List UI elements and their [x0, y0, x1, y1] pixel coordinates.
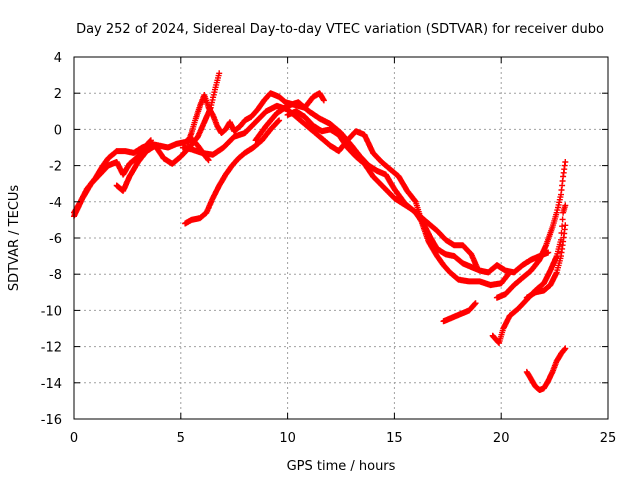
y-tick-label: 2: [54, 87, 62, 102]
y-tick-label: -4: [49, 196, 62, 211]
y-tick-label: -10: [41, 304, 62, 319]
x-tick-label: 10: [279, 431, 296, 446]
series-track-7: [284, 108, 481, 272]
x-tick-label: 0: [70, 431, 78, 446]
y-tick-label: -8: [49, 268, 62, 283]
x-axis-label: GPS time / hours: [287, 459, 396, 474]
plus-markers: [493, 159, 569, 301]
series-track-12: [523, 222, 569, 301]
grid: [74, 57, 608, 419]
data-series: [71, 70, 569, 393]
plus-markers: [523, 222, 569, 301]
y-tick-label: -16: [41, 413, 62, 428]
series-track-13: [523, 345, 569, 393]
series-track-2: [71, 137, 154, 220]
y-tick-label: -12: [41, 341, 62, 356]
y-axis-label: SDTVAR / TECUs: [7, 185, 22, 292]
y-tick-label: 4: [54, 51, 62, 66]
y-tick-label: -14: [41, 377, 62, 392]
chart-title: Day 252 of 2024, Sidereal Day-to-day VTE…: [76, 22, 604, 37]
y-tick-label: 0: [54, 123, 62, 138]
plus-markers: [113, 70, 223, 194]
x-tick-label: 15: [386, 431, 403, 446]
y-tick-label: -2: [49, 160, 62, 175]
y-tick-label: -6: [49, 232, 62, 247]
series-track-9: [440, 300, 479, 325]
plus-markers: [182, 117, 283, 227]
x-tick-label: 20: [493, 431, 510, 446]
series-track-3: [113, 70, 223, 194]
x-tick-label: 25: [600, 431, 617, 446]
plus-markers: [71, 137, 154, 220]
plus-markers: [284, 108, 481, 272]
x-tick-label: 5: [177, 431, 185, 446]
series-track-8: [182, 117, 283, 227]
plus-markers: [440, 300, 479, 325]
series-track-11: [493, 159, 569, 301]
plus-markers: [523, 345, 569, 393]
